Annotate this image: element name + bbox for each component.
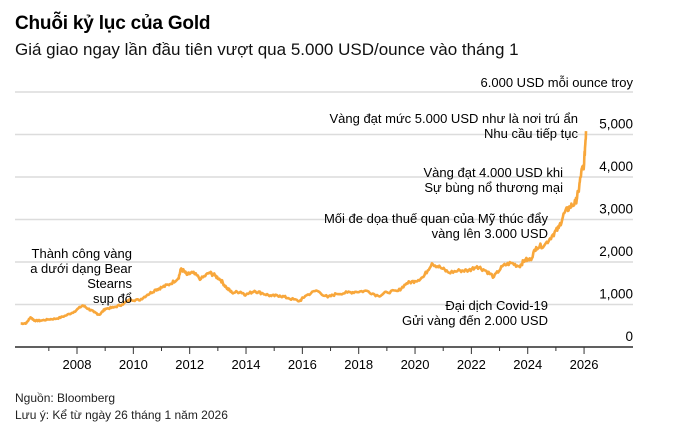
annotation-text: Mối đe dọa thuế quan của Mỹ thúc đẩy — [324, 211, 549, 226]
annotation-text: Vàng đạt mức 5.000 USD như là nơi trú ẩn — [329, 111, 578, 126]
x-tick-label: 2016 — [288, 357, 317, 372]
annotation: Mối đe dọa thuế quan của Mỹ thúc đẩyvàng… — [324, 211, 549, 241]
x-tick-label: 2014 — [232, 357, 261, 372]
x-tick-label: 2012 — [175, 357, 204, 372]
y-axis-unit-label: 6.000 USD mỗi ounce troy — [480, 75, 633, 90]
x-tick-label: 2026 — [570, 357, 599, 372]
annotation-text: Gửi vàng đến 2.000 USD — [402, 313, 548, 328]
x-tick-label: 2020 — [401, 357, 430, 372]
x-tick-label: 2008 — [63, 357, 92, 372]
series-line-gold — [20, 131, 588, 326]
annotation-text: Thành công vàng — [32, 246, 132, 261]
y-tick-label: 1,000 — [599, 287, 633, 302]
annotation: Vàng đạt mức 5.000 USD như là nơi trú ẩn… — [329, 111, 578, 141]
x-tick-label: 2018 — [344, 357, 373, 372]
source-note: Nguồn: Bloomberg — [15, 391, 116, 405]
x-axis-ticks: 2008 2010 2012 2014 2016 2018 2020 2022 2024 2026 — [48, 347, 599, 372]
series-layer — [20, 131, 588, 326]
annotation-text: sụp đổ — [93, 291, 132, 306]
annotation-text: vàng lên 3.000 USD — [432, 226, 548, 241]
date-note: Lưu ý: Kể từ ngày 26 tháng 1 năm 2026 — [15, 408, 228, 422]
chart-title: Chuỗi kỷ lục của Gold — [15, 13, 211, 34]
annotation-text: Đại dịch Covid-19 — [445, 298, 548, 313]
y-tick-label: 0 — [625, 329, 633, 344]
x-tick-label: 2010 — [119, 357, 148, 372]
annotation-text: a dưới dạng Bear — [30, 261, 132, 276]
annotation-text: Vàng đạt 4.000 USD khi — [424, 165, 564, 180]
y-tick-label: 3,000 — [599, 202, 633, 217]
x-tick-label: 2024 — [513, 357, 542, 372]
y-tick-label: 2,000 — [599, 244, 633, 259]
y-tick-label: 4,000 — [599, 159, 633, 174]
y-tick-label: 5,000 — [599, 117, 633, 132]
chart-subtitle: Giá giao ngay lần đầu tiên vượt qua 5.00… — [15, 40, 519, 59]
x-tick-label: 2022 — [457, 357, 486, 372]
annotation-text: Stearns — [87, 276, 132, 291]
y-axis-ticks: 0 1,000 2,000 3,000 4,000 5,000 — [599, 117, 633, 345]
annotation-text: Nhu cầu tiếp tục — [484, 126, 578, 141]
annotation-text: Sự bùng nổ thương mại — [424, 180, 563, 195]
